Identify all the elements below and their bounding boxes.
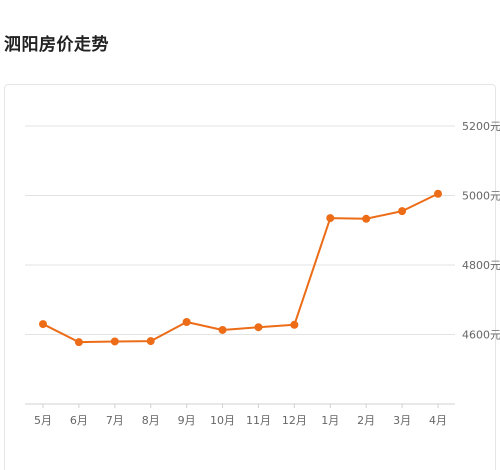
y-tick-label: 4800元 — [462, 259, 500, 272]
data-point[interactable] — [218, 325, 227, 334]
data-point[interactable] — [182, 317, 191, 326]
data-point[interactable] — [326, 214, 335, 223]
x-axis — [25, 403, 455, 408]
y-tick-label: 5200元 — [462, 120, 500, 133]
x-tick-label: 3月 — [393, 414, 411, 427]
x-tick-label: 1月 — [321, 414, 339, 427]
data-point[interactable] — [398, 207, 407, 216]
data-point[interactable] — [110, 337, 119, 346]
y-tick-labels: 4600元 4800元 5000元 5200元 — [462, 120, 500, 342]
x-tick-label: 10月 — [210, 414, 235, 427]
data-point[interactable] — [362, 214, 371, 223]
x-tick-label: 7月 — [106, 414, 124, 427]
chart-card — [4, 84, 496, 470]
y-tick-label: 4600元 — [462, 329, 500, 342]
x-tick-label: 6月 — [70, 414, 88, 427]
data-point[interactable] — [254, 323, 263, 332]
x-tick-label: 12月 — [282, 414, 307, 427]
x-tick-label: 4月 — [429, 414, 447, 427]
x-tick-label: 11月 — [246, 414, 271, 427]
data-point[interactable] — [74, 338, 83, 347]
data-point[interactable] — [434, 189, 442, 198]
x-tick-label: 2月 — [357, 414, 375, 427]
series-layer — [42, 192, 439, 344]
x-tick-label: 8月 — [142, 414, 160, 427]
page-title: 泗阳房价走势 — [4, 35, 109, 55]
y-tick-label: 5000元 — [462, 190, 500, 203]
data-point[interactable] — [39, 320, 47, 329]
data-point[interactable] — [290, 320, 299, 329]
x-tick-label: 5月 — [34, 414, 52, 427]
data-points — [39, 189, 442, 347]
series-line-0 — [42, 192, 439, 344]
x-tick-labels: 5月 6月 7月 8月 9月 10月 11月 12月 1月 2月 3月 4月 — [34, 414, 447, 427]
x-tick-label: 9月 — [178, 414, 196, 427]
data-point[interactable] — [146, 337, 155, 346]
grid-lines — [25, 125, 455, 335]
